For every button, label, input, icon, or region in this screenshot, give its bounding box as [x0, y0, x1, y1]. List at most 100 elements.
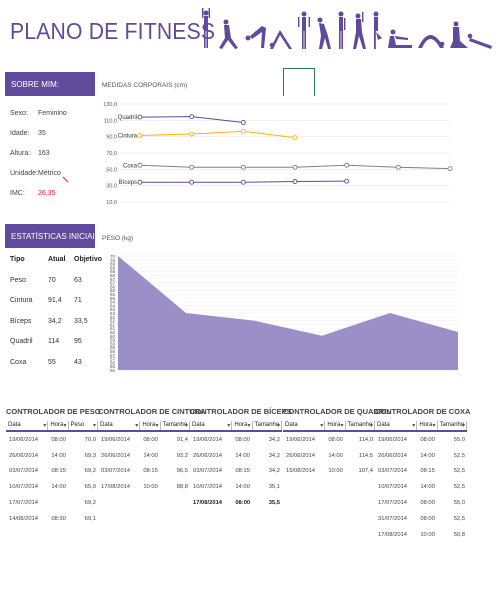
about-value[interactable]: 35 — [38, 130, 46, 137]
time-cell[interactable]: 14:00 — [328, 452, 343, 459]
time-cell[interactable]: 10:00 — [143, 484, 158, 491]
column-filter-button[interactable]: Hora — [48, 421, 69, 430]
stats-current[interactable]: 70 — [48, 276, 56, 284]
value-cell[interactable]: 69,1 — [84, 515, 96, 522]
value-cell[interactable]: 107,4 — [358, 468, 373, 475]
time-cell[interactable]: 14:00 — [51, 484, 66, 491]
date-cell[interactable]: 03/07/2014 — [193, 468, 223, 475]
about-value[interactable]: Feminino — [38, 110, 67, 117]
stats-goal[interactable]: 43 — [74, 358, 82, 366]
column-filter-button[interactable]: Tamanho — [253, 421, 282, 430]
value-cell[interactable]: 88,8 — [176, 484, 188, 491]
value-cell[interactable]: 35,1 — [268, 484, 280, 491]
column-filter-button[interactable]: Data — [283, 421, 326, 430]
time-cell[interactable]: 08:15 — [51, 468, 66, 475]
column-filter-button[interactable]: Hora — [417, 421, 438, 430]
date-cell[interactable]: 03/07/2014 — [101, 468, 131, 475]
value-cell[interactable]: 50,8 — [453, 531, 465, 538]
stats-current[interactable]: 91,4 — [48, 297, 62, 304]
date-cell[interactable]: 19/06/2014 — [9, 436, 39, 443]
value-cell[interactable]: 55,0 — [453, 436, 465, 443]
date-cell[interactable]: 31/07/2014 — [378, 515, 408, 522]
date-cell[interactable]: 19/06/2014 — [378, 436, 408, 443]
date-cell[interactable]: 19/06/2014 — [193, 436, 223, 443]
value-cell[interactable]: 34,2 — [268, 468, 280, 475]
date-cell[interactable]: 10/07/2014 — [378, 484, 408, 491]
value-cell[interactable]: 52,5 — [453, 452, 465, 459]
date-cell[interactable]: 14/08/2014 — [9, 515, 39, 522]
date-cell[interactable]: 26/06/2014 — [101, 452, 131, 459]
value-cell[interactable]: 34,2 — [268, 452, 280, 459]
about-value[interactable]: Métrico — [38, 170, 61, 177]
time-cell[interactable]: 08:00 — [235, 500, 251, 507]
time-cell[interactable]: 14:00 — [420, 452, 435, 459]
date-cell[interactable]: 17/07/2014 — [378, 500, 408, 507]
date-cell[interactable]: 17/08/2014 — [101, 484, 131, 491]
value-cell[interactable]: 114,0 — [358, 436, 373, 443]
column-filter-button[interactable]: Tamanho — [438, 421, 467, 430]
stats-goal[interactable]: 33,5 — [74, 317, 88, 325]
time-cell[interactable]: 08:15 — [420, 468, 435, 475]
date-cell[interactable]: 17/08/2014 — [193, 500, 223, 507]
value-cell[interactable]: 52,5 — [453, 484, 465, 491]
value-cell[interactable]: 35,5 — [268, 500, 280, 507]
date-cell[interactable]: 03/07/2014 — [9, 468, 39, 475]
value-cell[interactable]: 52,5 — [453, 468, 465, 475]
time-cell[interactable]: 10:00 — [420, 531, 435, 538]
date-cell[interactable]: 26/06/2014 — [9, 452, 39, 459]
date-cell[interactable]: 15/08/2014 — [286, 468, 316, 475]
time-cell[interactable]: 08:00 — [420, 515, 435, 522]
value-cell[interactable]: 93,2 — [176, 452, 188, 459]
date-cell[interactable]: 26/06/2014 — [378, 452, 408, 459]
column-filter-button[interactable]: Hora — [232, 421, 253, 430]
date-cell[interactable]: 17/08/2014 — [378, 531, 408, 538]
stats-goal[interactable]: 63 — [74, 276, 82, 284]
time-cell[interactable]: 08:00 — [235, 436, 250, 443]
value-cell[interactable]: 34,2 — [268, 436, 280, 443]
time-cell[interactable]: 08:00 — [420, 436, 435, 443]
stats-goal[interactable]: 71 — [74, 297, 82, 304]
value-cell[interactable]: 55,0 — [453, 500, 465, 507]
column-filter-button[interactable]: Hora — [325, 421, 346, 430]
date-cell[interactable]: 10/07/2014 — [193, 484, 223, 491]
value-cell[interactable]: 69,2 — [84, 500, 96, 507]
date-cell[interactable]: 10/07/2014 — [9, 484, 39, 491]
value-cell[interactable]: 69,3 — [84, 452, 96, 459]
value-cell[interactable]: 70,0 — [84, 436, 96, 443]
time-cell[interactable]: 10:00 — [328, 468, 343, 475]
stats-current[interactable]: 114 — [48, 338, 60, 345]
date-cell[interactable]: 26/06/2014 — [193, 452, 223, 459]
value-cell[interactable]: 96,5 — [176, 468, 188, 475]
time-cell[interactable]: 14:00 — [51, 452, 66, 459]
time-cell[interactable]: 14:00 — [235, 484, 250, 491]
column-filter-button[interactable]: Data — [98, 421, 141, 430]
date-cell[interactable]: 17/07/2014 — [9, 500, 39, 507]
time-cell[interactable]: 08:00 — [51, 436, 66, 443]
value-cell[interactable]: 69,2 — [84, 468, 96, 475]
date-cell[interactable]: 19/06/2014 — [101, 436, 131, 443]
column-filter-button[interactable]: Data — [6, 421, 49, 430]
column-filter-button[interactable]: Peso — [69, 421, 98, 430]
column-filter-button[interactable]: Data — [190, 421, 233, 430]
stats-goal[interactable]: 95 — [74, 338, 82, 345]
value-cell[interactable]: 65,0 — [84, 484, 96, 491]
time-cell[interactable]: 08:00 — [328, 436, 343, 443]
date-cell[interactable]: 19/06/2014 — [286, 436, 316, 443]
value-cell[interactable]: 114,5 — [358, 452, 373, 459]
value-cell[interactable]: 91,4 — [176, 436, 188, 443]
time-cell[interactable]: 08:15 — [235, 468, 250, 475]
time-cell[interactable]: 08:00 — [420, 500, 435, 507]
about-value[interactable]: 163 — [38, 150, 50, 157]
stats-current[interactable]: 34,2 — [48, 317, 62, 325]
date-cell[interactable]: 26/06/2014 — [286, 452, 316, 459]
column-filter-button[interactable]: Tamanho — [161, 421, 190, 430]
time-cell[interactable]: 08:15 — [143, 468, 158, 475]
time-cell[interactable]: 08:30 — [51, 515, 66, 522]
time-cell[interactable]: 08:00 — [143, 436, 158, 443]
date-cell[interactable]: 03/07/2014 — [378, 468, 408, 475]
time-cell[interactable]: 14:00 — [143, 452, 158, 459]
value-cell[interactable]: 52,5 — [453, 515, 465, 522]
time-cell[interactable]: 14:00 — [420, 484, 435, 491]
stats-current[interactable]: 55 — [48, 358, 56, 366]
column-filter-button[interactable]: Tamanho — [346, 421, 375, 430]
